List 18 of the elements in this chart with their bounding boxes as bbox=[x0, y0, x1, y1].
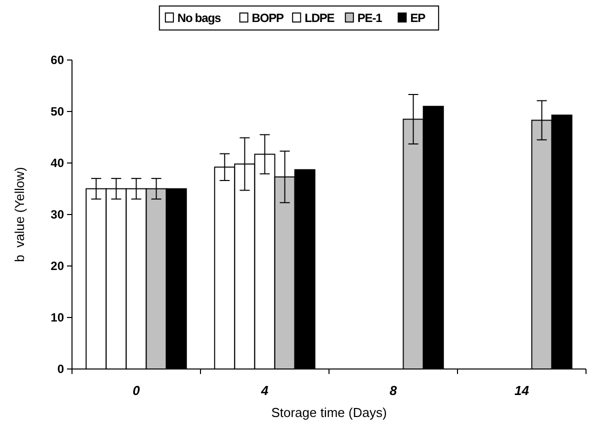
y-axis-title: b value (Yellow) bbox=[12, 167, 27, 262]
y-tick-label: 30 bbox=[50, 208, 64, 222]
y-tick-label: 0 bbox=[57, 362, 64, 376]
x-tick-label: 14 bbox=[514, 383, 530, 398]
legend-label: LDPE bbox=[304, 11, 335, 25]
legend-label: EP bbox=[410, 11, 426, 25]
legend-label: PE-1 bbox=[357, 11, 383, 25]
x-tick-label: 8 bbox=[390, 383, 398, 398]
y-tick-label: 20 bbox=[50, 259, 64, 273]
x-axis-title: Storage time (Days) bbox=[271, 405, 387, 420]
x-tick-label: 4 bbox=[260, 383, 270, 398]
y-tick-label: 60 bbox=[50, 53, 64, 67]
y-tick-label: 10 bbox=[50, 310, 64, 324]
legend-label: BOPP bbox=[252, 11, 284, 25]
y-tick-label: 50 bbox=[50, 104, 64, 118]
y-tick-label: 40 bbox=[50, 156, 64, 170]
legend-label: No bags bbox=[177, 11, 222, 25]
x-tick-label: 0 bbox=[132, 383, 141, 398]
